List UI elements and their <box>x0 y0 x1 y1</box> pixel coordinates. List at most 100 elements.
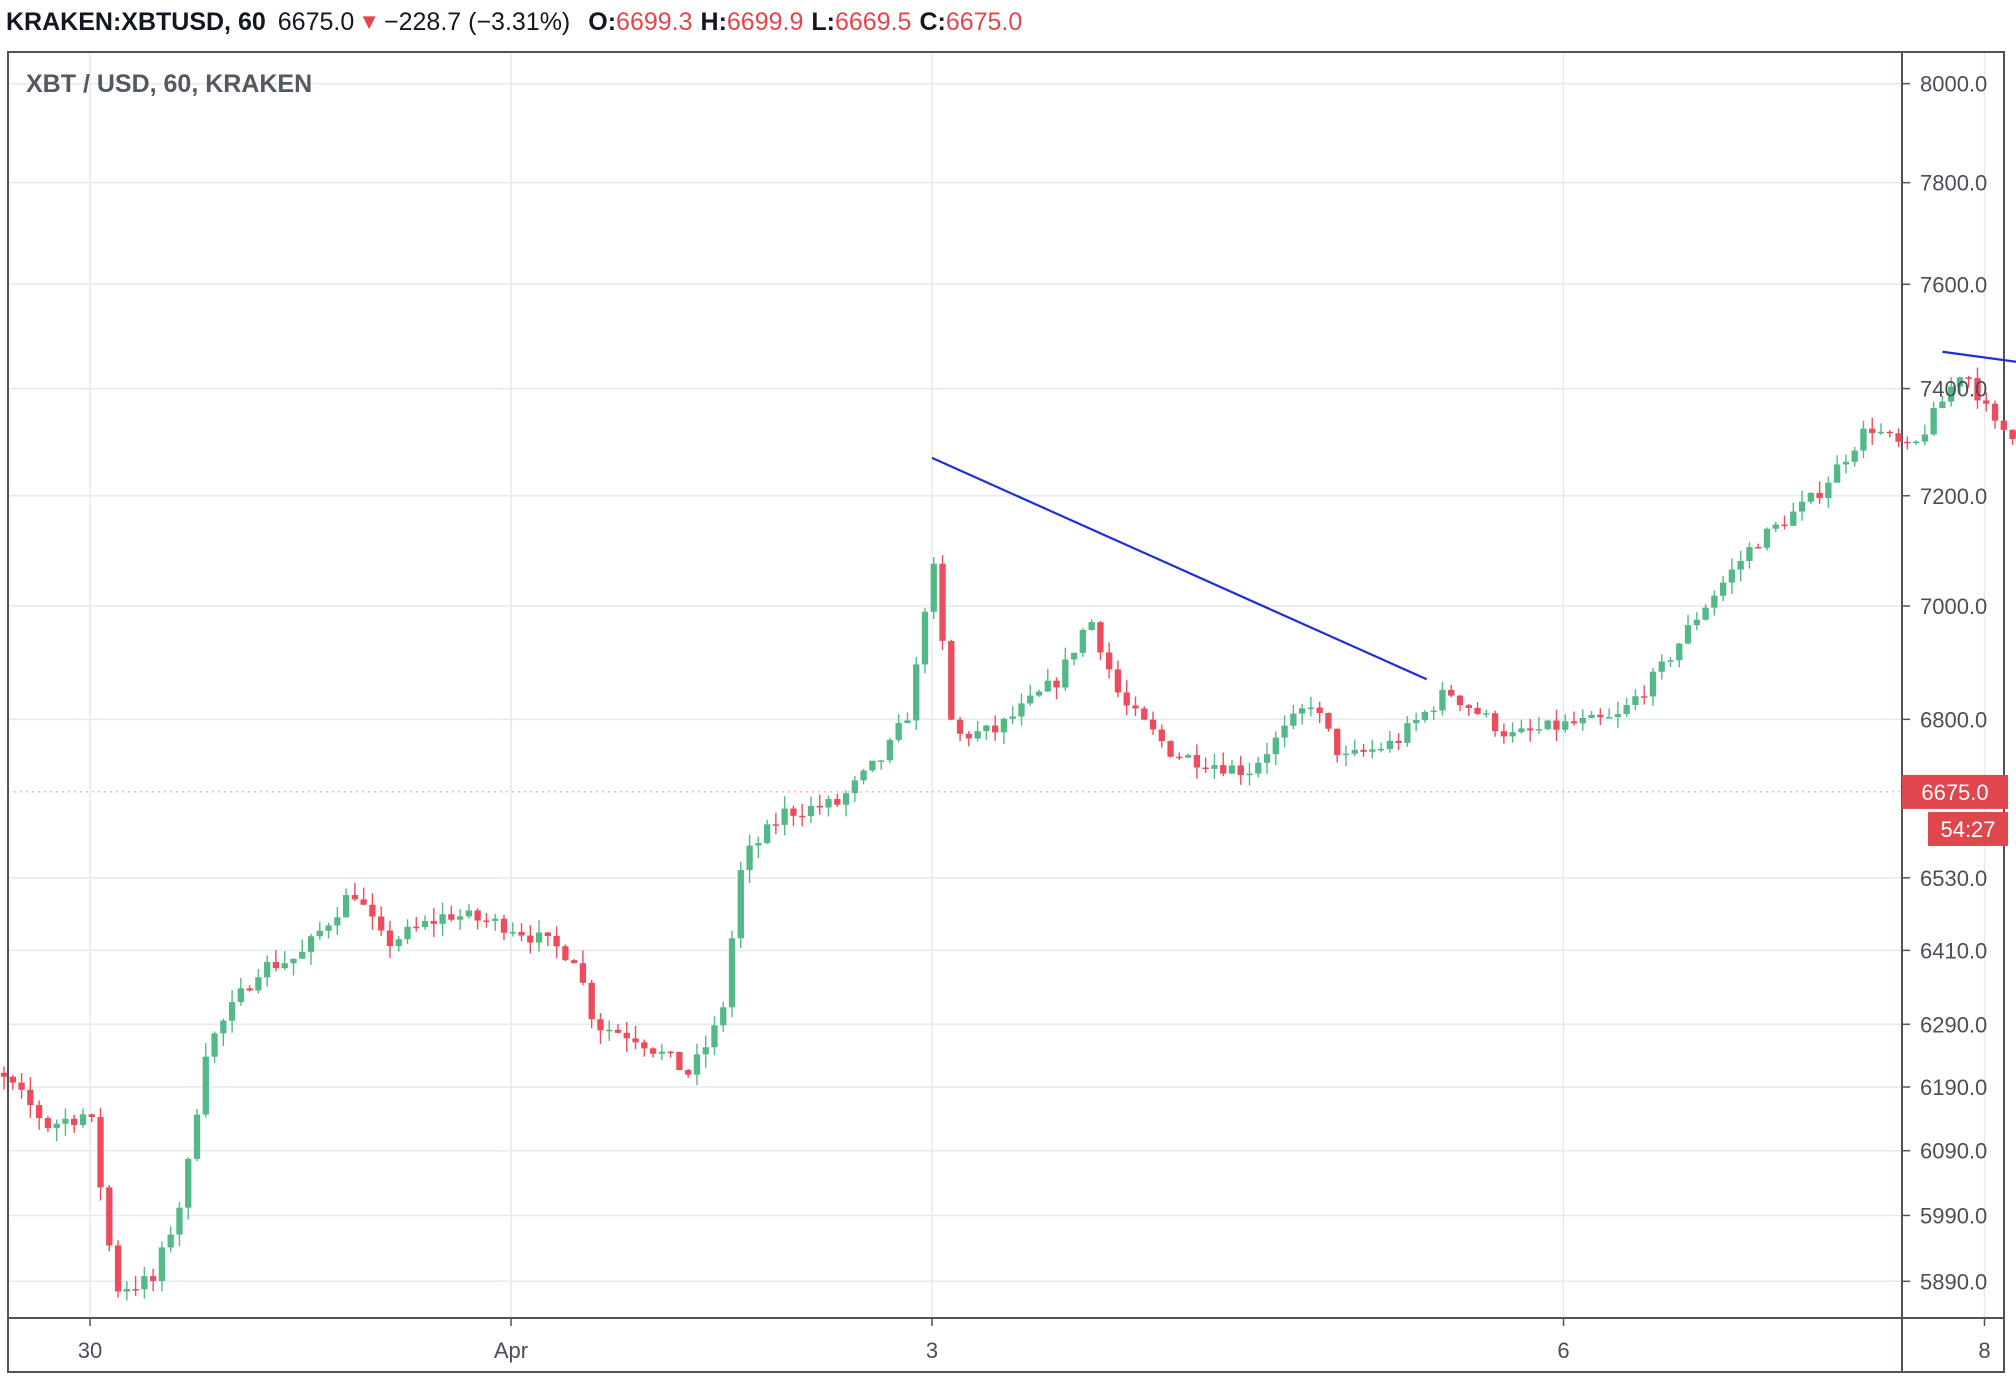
candle-up <box>1605 717 1613 719</box>
candle-down <box>527 935 534 943</box>
candle-down <box>667 1051 674 1054</box>
candle-up <box>1000 718 1008 733</box>
candle-up <box>1614 714 1622 718</box>
candle-down <box>1132 705 1139 709</box>
candle-down <box>18 1082 25 1090</box>
close-label: C: <box>919 7 946 36</box>
candle-down <box>1448 689 1455 696</box>
candle-up <box>1544 720 1551 730</box>
candle-down <box>1123 692 1130 706</box>
countdown-label: 54:27 <box>1940 817 1995 842</box>
candle-up <box>1246 773 1253 776</box>
candle-down <box>1895 433 1902 442</box>
candle-down <box>965 733 972 739</box>
candle-up <box>1912 441 1920 444</box>
y-tick-label: 7400.0 <box>1920 377 1987 402</box>
candle-up <box>1377 748 1385 751</box>
candle-down <box>956 719 964 734</box>
candle-up <box>825 798 832 808</box>
chart-frame[interactable]: 8000.0 7800.0 7600.0 7400.0 7200.0 7000.0 6800… <box>0 44 2016 1380</box>
close-value: 6675.0 <box>945 7 1023 36</box>
candle-down <box>2009 429 2016 440</box>
candle-up <box>62 1118 69 1124</box>
candle-down <box>448 914 455 920</box>
candle-down <box>132 1289 139 1291</box>
candle-down <box>378 916 385 931</box>
candle-up <box>141 1276 148 1290</box>
candle-up <box>1667 660 1674 662</box>
candle-up <box>281 963 288 969</box>
candle-up <box>185 1158 192 1208</box>
candle-up <box>1842 461 1850 465</box>
candle-up <box>1588 714 1595 718</box>
candle-down <box>413 926 420 929</box>
y-tick-label: 8000.0 <box>1920 72 1987 97</box>
y-tick-label: 6530.0 <box>1920 866 1987 891</box>
candle-up <box>1184 755 1192 758</box>
candle-up <box>755 843 762 846</box>
candle-down <box>632 1038 639 1043</box>
candle-up <box>1851 450 1858 462</box>
candle-up <box>1737 560 1744 570</box>
candle-down <box>772 824 780 826</box>
candle-up <box>325 925 332 931</box>
candle-up <box>1930 408 1937 435</box>
y-tick-label: 5890.0 <box>1920 1269 1987 1294</box>
candle-up <box>728 938 736 1008</box>
candle-down <box>991 725 999 733</box>
candle-up <box>439 914 446 924</box>
symbol-label[interactable]: KRAKEN:XBTUSD, 60 <box>6 7 266 36</box>
candle-up <box>807 805 815 817</box>
candle-down <box>1465 705 1472 708</box>
candle-down <box>1360 749 1367 752</box>
candle-up <box>255 977 262 991</box>
candle-up <box>983 725 990 732</box>
candle-up <box>342 895 350 918</box>
candle-down <box>1395 740 1402 743</box>
candle-up <box>1860 428 1867 451</box>
price-chart[interactable]: 8000.0 7800.0 7600.0 7400.0 7200.0 7000.0 6800… <box>0 44 2016 1380</box>
candle-up <box>264 962 271 978</box>
candle-down <box>1237 765 1244 776</box>
candle-up <box>1956 377 1964 387</box>
candle-up <box>167 1234 174 1248</box>
candle-up <box>1228 765 1236 774</box>
candle-down <box>1114 669 1122 693</box>
y-tick-label: 6090.0 <box>1920 1139 1987 1164</box>
candle-up <box>535 932 543 943</box>
candle-down <box>272 962 280 969</box>
candle-down <box>88 1114 95 1117</box>
candle-down <box>1965 377 1972 379</box>
candle-down <box>0 1072 8 1077</box>
candle-down <box>518 931 525 936</box>
open-label: O: <box>588 7 617 36</box>
candle-up <box>1921 434 1929 442</box>
x-tick-label: Apr <box>494 1338 528 1363</box>
candle-up <box>763 824 771 844</box>
low-value: 6669.5 <box>834 7 912 36</box>
candle-up <box>1430 710 1437 713</box>
candle-up <box>974 731 981 739</box>
candle-up <box>869 760 876 771</box>
candle-down <box>834 798 841 805</box>
candle-up <box>228 1002 236 1021</box>
candle-up <box>1825 482 1832 499</box>
candle-up <box>1833 464 1841 483</box>
candle-down <box>1202 767 1209 770</box>
candle-up <box>307 936 315 952</box>
candle-down <box>500 918 508 933</box>
candle-up <box>1369 749 1376 752</box>
candle-up <box>658 1051 666 1054</box>
candle-down <box>816 805 823 808</box>
candle-up <box>1018 703 1025 717</box>
candle-up <box>211 1033 218 1057</box>
low-label: L: <box>811 7 835 36</box>
x-tick-label: 3 <box>926 1338 938 1363</box>
chart-border <box>7 51 2005 1373</box>
candle-down <box>369 904 376 917</box>
candle-up <box>1079 629 1087 653</box>
last-price-badge <box>1902 774 2008 809</box>
trendline <box>931 456 1428 681</box>
candle-up <box>930 563 937 612</box>
candle-up <box>465 910 473 917</box>
